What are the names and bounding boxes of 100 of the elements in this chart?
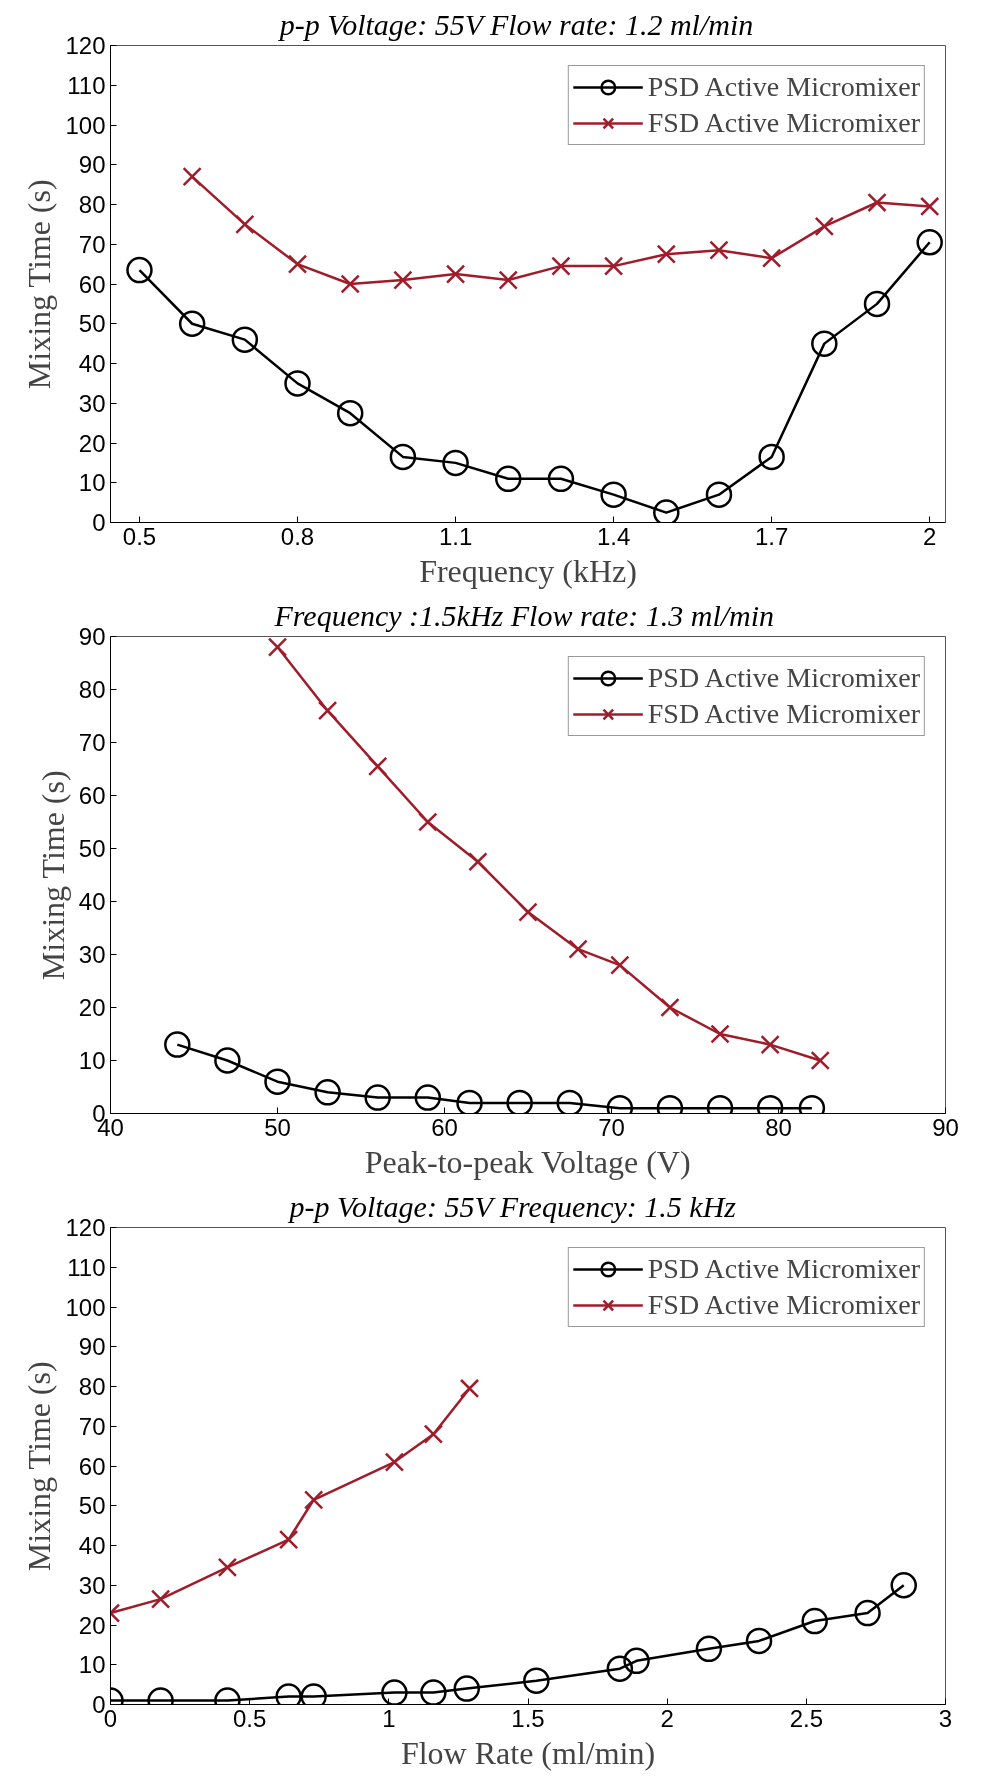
point (551, 256, 571, 276)
point (705, 481, 733, 508)
y-axis-title: Mixing Time (s) (21, 179, 58, 390)
x-axis-title: Peak-to-peak Voltage (V) (364, 1143, 691, 1180)
point (150, 1589, 171, 1609)
y-tick-label: 30 (78, 1571, 106, 1599)
point (414, 1084, 442, 1111)
point (556, 1089, 583, 1114)
legend-label: PSD Active Micromixer (647, 70, 920, 104)
x-tick-label: 2 (923, 522, 937, 550)
legend-label: FSD Active Micromixer (647, 697, 920, 731)
x-tick-label: 80 (765, 1113, 792, 1141)
x-tick-label: 2 (660, 1704, 674, 1732)
point (854, 1599, 881, 1627)
point (518, 902, 538, 922)
point (314, 1079, 341, 1106)
y-tick-label: 80 (78, 191, 106, 218)
point (381, 1679, 408, 1705)
legend-label: FSD Active Micromixer (647, 106, 920, 140)
y-tick-label: 60 (78, 1452, 106, 1480)
y-tick-label: 20 (78, 1611, 106, 1639)
point (445, 264, 466, 284)
point (126, 256, 153, 284)
y-tick-label: 30 (78, 941, 106, 968)
point (178, 310, 206, 337)
y-tick-label: 20 (78, 429, 106, 457)
y-tick-label: 50 (78, 835, 106, 862)
point (916, 229, 943, 256)
point (919, 196, 940, 217)
point (745, 1627, 773, 1655)
point (498, 270, 518, 290)
point (610, 955, 630, 975)
x-tick-label: 0.5 (232, 1704, 267, 1732)
point (214, 1047, 241, 1074)
point (336, 399, 364, 427)
point (890, 1572, 917, 1599)
point (814, 216, 835, 237)
x-tick-label: 0.8 (280, 522, 315, 550)
y-tick-label: 10 (78, 1047, 106, 1074)
y-tick-label: 90 (78, 1333, 106, 1361)
point (303, 1490, 324, 1510)
point (660, 997, 680, 1018)
point (494, 465, 522, 492)
point (600, 481, 627, 508)
y-tick-label: 10 (78, 469, 106, 497)
point (623, 1647, 650, 1674)
point (863, 290, 891, 318)
point (760, 1034, 780, 1055)
point (568, 939, 588, 959)
x-tick-label: 90 (932, 1113, 959, 1141)
y-tick-label: 50 (78, 310, 106, 338)
x-tick-label: 1.4 (596, 522, 631, 550)
point (606, 1655, 634, 1682)
point (420, 1679, 447, 1705)
y-tick-label: 10 (78, 1651, 106, 1679)
x-tick-label: 0.5 (122, 522, 157, 550)
point (364, 1084, 391, 1111)
x-tick-label: 1.5 (511, 1704, 545, 1732)
y-tick-label: 80 (78, 676, 106, 703)
point (456, 1089, 483, 1114)
point (367, 756, 388, 777)
y-tick-label: 20 (78, 994, 106, 1021)
y-tick-label: 70 (78, 729, 106, 756)
y-tick-label: 40 (78, 350, 106, 377)
point (867, 192, 887, 213)
point (547, 465, 575, 492)
point (393, 270, 413, 290)
point (264, 1068, 291, 1095)
y-tick-label: 50 (78, 1492, 106, 1520)
point (340, 274, 360, 294)
y-tick-label: 110 (67, 1253, 106, 1281)
point (442, 449, 469, 477)
x-tick-label: 1 (382, 1704, 396, 1732)
x-tick-label: 60 (431, 1113, 458, 1141)
y-tick-label: 100 (65, 111, 106, 139)
point (182, 166, 202, 187)
y-tick-label: 120 (65, 32, 106, 59)
point (217, 1557, 238, 1578)
point (653, 499, 680, 523)
point (231, 326, 259, 353)
y-tick-label: 110 (67, 71, 106, 99)
y-tick-label: 100 (65, 1293, 106, 1321)
y-tick-label: 70 (78, 230, 106, 258)
x-tick-label: 50 (264, 1113, 291, 1141)
point (278, 1529, 299, 1550)
point (287, 254, 308, 274)
point (267, 637, 288, 657)
y-tick-label: 40 (78, 1532, 106, 1559)
point (235, 214, 255, 235)
y-tick-label: 90 (78, 623, 106, 650)
point (459, 1378, 480, 1399)
point (468, 852, 488, 872)
point (284, 370, 311, 397)
point (801, 1607, 828, 1635)
x-axis-title: Flow Rate (ml/min) (400, 1734, 656, 1771)
point (710, 1024, 730, 1044)
y-tick-label: 60 (78, 270, 106, 298)
y-axis-title: Mixing Time (s) (21, 1361, 58, 1572)
point (317, 700, 338, 721)
y-tick-label: 70 (78, 1412, 106, 1440)
